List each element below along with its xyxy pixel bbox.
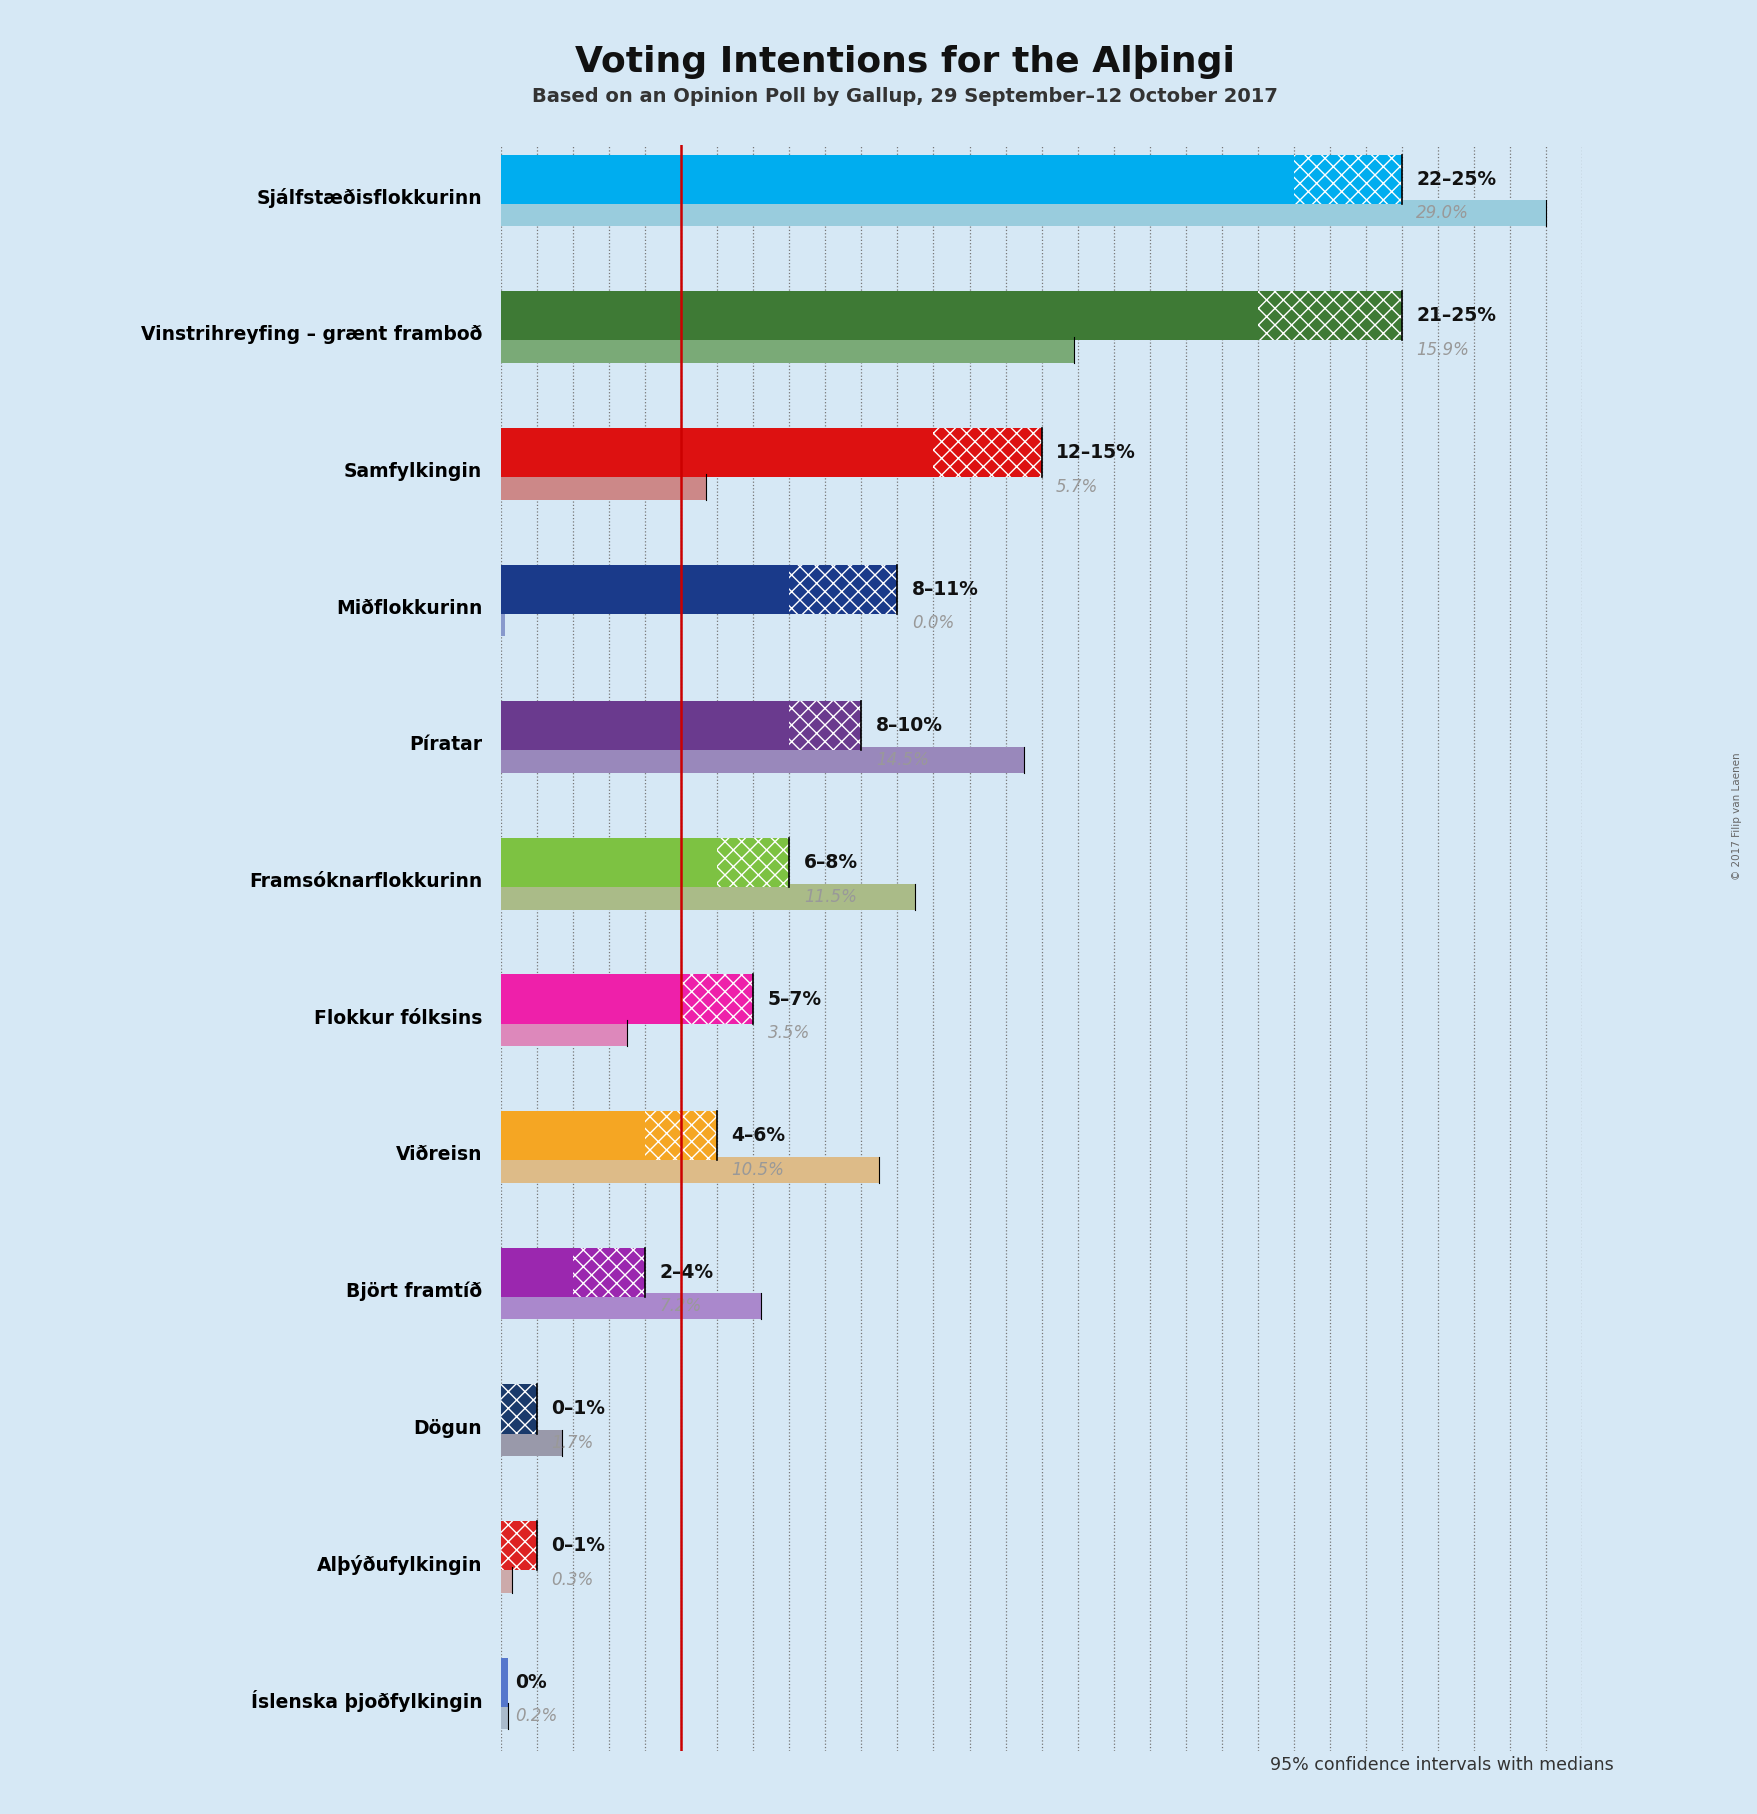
Bar — [789, 564, 896, 613]
Bar — [501, 1658, 508, 1707]
Text: 21–25%: 21–25% — [1416, 307, 1495, 325]
Text: 12–15%: 12–15% — [1056, 443, 1135, 463]
Bar — [501, 337, 1074, 363]
Bar — [501, 1157, 878, 1183]
Text: 5.7%: 5.7% — [1056, 477, 1098, 495]
Text: © 2017 Filip van Laenen: © 2017 Filip van Laenen — [1731, 753, 1741, 880]
Bar — [933, 428, 1040, 477]
Bar — [1293, 154, 1400, 203]
Bar — [717, 838, 789, 887]
Bar — [789, 702, 861, 751]
Bar — [501, 838, 717, 887]
Text: 2–4%: 2–4% — [659, 1263, 713, 1282]
Bar — [682, 974, 752, 1023]
Bar — [501, 1384, 538, 1433]
Bar — [1256, 292, 1400, 341]
Text: 0–1%: 0–1% — [552, 1399, 604, 1419]
Bar — [501, 1567, 511, 1593]
Bar — [501, 1384, 538, 1433]
Bar — [501, 610, 504, 637]
Text: 0–1%: 0–1% — [552, 1536, 604, 1555]
Text: 8–11%: 8–11% — [912, 580, 979, 599]
Bar — [573, 1248, 645, 1297]
Text: 1.7%: 1.7% — [552, 1435, 594, 1451]
Bar — [501, 564, 789, 613]
Text: 14.5%: 14.5% — [875, 751, 928, 769]
Text: 5–7%: 5–7% — [768, 990, 821, 1009]
Bar — [789, 564, 896, 613]
Bar — [501, 747, 1023, 773]
Bar — [501, 974, 682, 1023]
Bar — [501, 1019, 627, 1047]
Text: 0.0%: 0.0% — [912, 615, 954, 633]
Text: 3.5%: 3.5% — [768, 1025, 810, 1043]
Text: 15.9%: 15.9% — [1416, 341, 1469, 359]
Bar — [501, 883, 915, 909]
Text: 4–6%: 4–6% — [731, 1126, 785, 1145]
Bar — [501, 1429, 562, 1457]
Text: 10.5%: 10.5% — [731, 1161, 784, 1179]
Text: 8–10%: 8–10% — [875, 717, 942, 735]
Bar — [1256, 292, 1400, 341]
Text: 0.3%: 0.3% — [552, 1571, 594, 1589]
Text: 95% confidence intervals with medians: 95% confidence intervals with medians — [1269, 1756, 1613, 1774]
Text: 7.2%: 7.2% — [659, 1297, 701, 1315]
Text: 29.0%: 29.0% — [1416, 205, 1469, 223]
Bar — [1293, 154, 1400, 203]
Text: Voting Intentions for the Alþingi: Voting Intentions for the Alþingi — [575, 45, 1235, 80]
Text: 22–25%: 22–25% — [1416, 171, 1495, 189]
Bar — [501, 702, 789, 751]
Text: 11.5%: 11.5% — [803, 887, 856, 905]
Text: 0%: 0% — [515, 1673, 546, 1692]
Bar — [501, 201, 1546, 227]
Bar — [501, 1520, 538, 1571]
Bar — [717, 838, 789, 887]
Bar — [501, 1293, 761, 1319]
Bar — [501, 154, 1293, 203]
Bar — [645, 1112, 717, 1161]
Bar — [933, 428, 1040, 477]
Bar — [501, 1703, 508, 1729]
Text: 6–8%: 6–8% — [803, 853, 857, 873]
Bar — [501, 1520, 538, 1571]
Bar — [501, 473, 706, 499]
Bar — [573, 1248, 645, 1297]
Text: 0.2%: 0.2% — [515, 1707, 557, 1725]
Text: Based on an Opinion Poll by Gallup, 29 September–12 October 2017: Based on an Opinion Poll by Gallup, 29 S… — [532, 87, 1277, 105]
Bar — [682, 974, 752, 1023]
Bar — [501, 1112, 645, 1161]
Bar — [501, 1248, 573, 1297]
Bar — [645, 1112, 717, 1161]
Bar — [789, 702, 861, 751]
Bar — [501, 428, 933, 477]
Bar — [501, 292, 1256, 341]
